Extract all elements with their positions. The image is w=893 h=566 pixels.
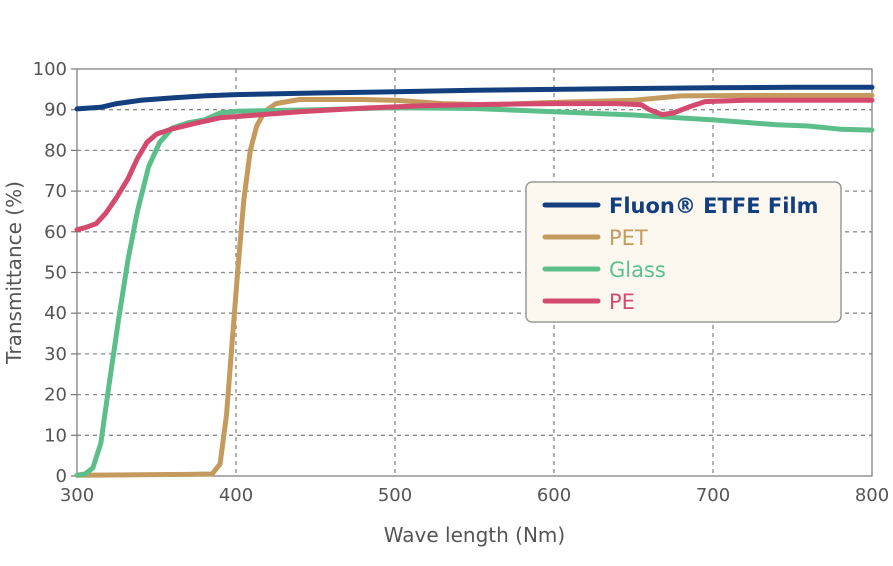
y-tick-label: 100 xyxy=(33,59,67,80)
legend: Fluon® ETFE Film PET Glass PE xyxy=(525,181,842,323)
x-tick-label: 700 xyxy=(696,485,730,506)
legend-label: Glass xyxy=(609,258,666,282)
y-tick-label: 20 xyxy=(44,385,67,406)
series-line-pe xyxy=(74,97,875,233)
series-lines xyxy=(74,84,875,478)
x-tick-label: 600 xyxy=(537,485,571,506)
y-axis-title: Transmittance (%) xyxy=(2,181,26,365)
x-tick-label: 500 xyxy=(378,485,412,506)
x-axis-title: Wave length (Nm) xyxy=(384,523,565,547)
y-tick-label: 80 xyxy=(44,140,67,161)
y-tick-label: 30 xyxy=(44,344,67,365)
legend-label: Fluon® ETFE Film xyxy=(609,194,818,218)
legend-label: PE xyxy=(609,290,635,314)
x-tick-label: 300 xyxy=(60,485,94,506)
legend-label: PET xyxy=(609,226,648,250)
y-tick-label: 70 xyxy=(44,181,67,202)
y-tick-label: 40 xyxy=(44,303,67,324)
y-tick-label: 10 xyxy=(44,425,67,446)
legend-box xyxy=(525,181,842,323)
x-tick-label: 800 xyxy=(855,485,889,506)
y-tick-label: 60 xyxy=(44,222,67,243)
y-tick-label: 90 xyxy=(44,100,67,121)
y-tick-label: 0 xyxy=(56,466,67,487)
legend-items: Fluon® ETFE Film PET Glass PE xyxy=(542,194,818,314)
axis-ticks: 300 400 500 600 700 800 0 10 20 30 40 50 60 70 80 90 100 xyxy=(33,59,890,506)
y-tick-label: 50 xyxy=(44,263,67,284)
series-line-fluon-etfe-film xyxy=(74,84,875,112)
x-tick-label: 400 xyxy=(219,485,253,506)
